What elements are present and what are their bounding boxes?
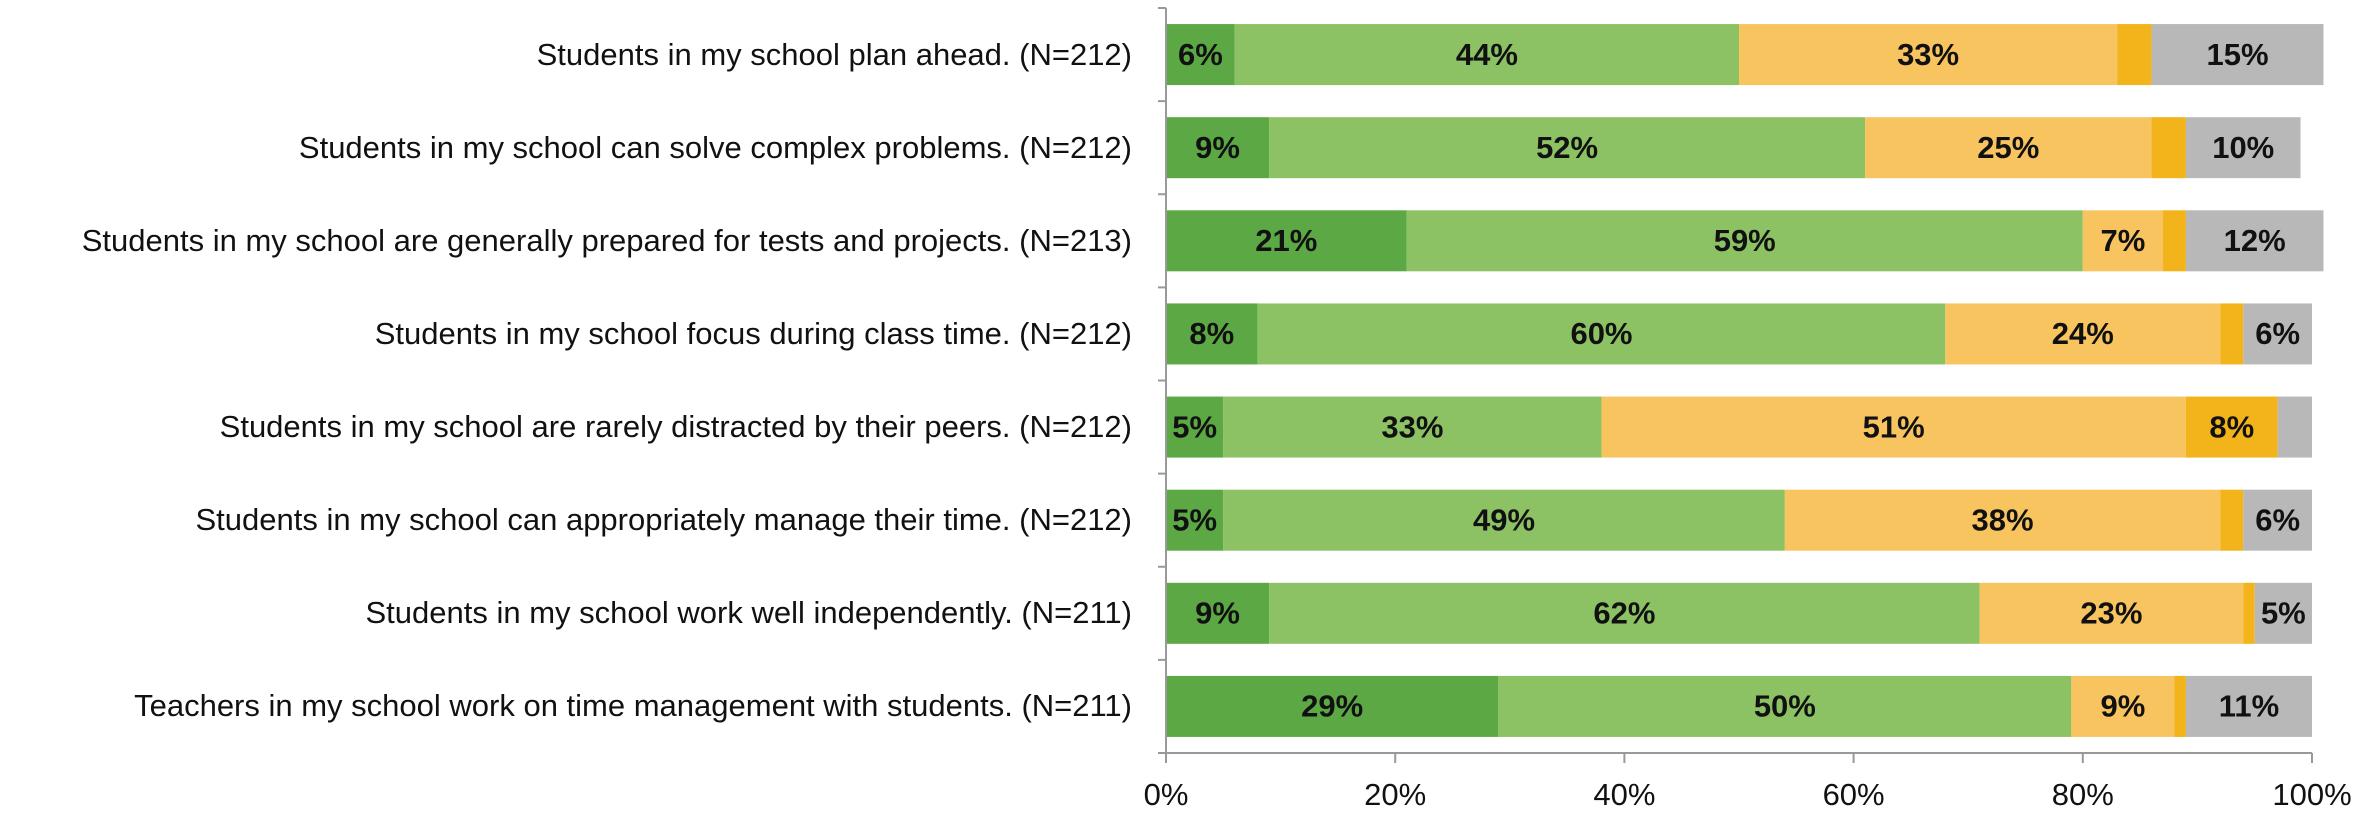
- category-row: Students in my school can solve complex …: [0, 103, 1132, 193]
- bar-segment: [2117, 24, 2152, 86]
- data-label: 5%: [1172, 502, 1217, 537]
- bar-segment: [2185, 396, 2278, 458]
- data-label: 7%: [2101, 223, 2146, 258]
- data-label: 8%: [2209, 409, 2254, 444]
- bar-segment: [1257, 303, 1946, 365]
- data-label: 24%: [2052, 316, 2114, 351]
- category-label: Teachers in my school work on time manag…: [134, 688, 1132, 724]
- data-label: 12%: [2224, 223, 2286, 258]
- data-label: 6%: [2255, 502, 2300, 537]
- bar-segment: [2082, 210, 2164, 272]
- x-tick-label: 40%: [1593, 777, 1655, 812]
- data-label: 52%: [1536, 130, 1598, 165]
- data-label: 33%: [1897, 37, 1959, 72]
- bar-segment: [1269, 582, 1980, 644]
- bar-segment: [1784, 489, 2221, 551]
- bar-segment: [1269, 117, 1866, 179]
- category-row: Students in my school work well independ…: [0, 568, 1133, 658]
- bar-segment: [1166, 675, 1499, 737]
- bar-segment: [1166, 396, 1224, 458]
- data-label: 44%: [1456, 37, 1518, 72]
- data-label: 23%: [2080, 596, 2142, 631]
- category-row: Students in my school are generally prep…: [0, 196, 1132, 286]
- category-row: Students in my school focus during class…: [0, 289, 1132, 379]
- category-row: Students in my school can appropriately …: [0, 475, 1132, 565]
- data-label: 62%: [1593, 596, 1655, 631]
- data-label: 6%: [1178, 37, 1223, 72]
- data-label: 11%: [2219, 689, 2279, 724]
- data-label: 9%: [1195, 596, 1240, 631]
- data-label: 5%: [1172, 409, 1217, 444]
- category-label: Students in my school are generally prep…: [81, 222, 1132, 258]
- bar-segment: [2071, 675, 2175, 737]
- bar-segment: [2254, 582, 2312, 644]
- data-label: 33%: [1381, 409, 1443, 444]
- x-tick-label: 60%: [1823, 777, 1885, 812]
- bar-segment: [2185, 117, 2301, 179]
- bar-segment: [2243, 489, 2312, 551]
- category-label: Students in my school can solve complex …: [298, 129, 1132, 165]
- data-label: 10%: [2212, 130, 2274, 165]
- data-label: 9%: [2101, 689, 2146, 724]
- data-label: 21%: [1255, 223, 1317, 258]
- data-label: 6%: [2255, 316, 2300, 351]
- bar-segment: [2151, 24, 2324, 86]
- bar-segment: [1601, 396, 2186, 458]
- data-label: 15%: [2206, 37, 2268, 72]
- data-label: 49%: [1473, 502, 1535, 537]
- category-row: Teachers in my school work on time manag…: [0, 661, 1132, 751]
- bar-segment: [1166, 303, 1258, 365]
- category-label: Students in my school can appropriately …: [195, 502, 1132, 538]
- category-label: Students in my school are rarely distrac…: [219, 409, 1132, 445]
- bar-segment: [1223, 396, 1602, 458]
- bar-segment: [1223, 489, 1785, 551]
- bar-segment: [2174, 675, 2186, 737]
- bar-segment: [1945, 303, 2221, 365]
- data-label: 50%: [1754, 689, 1816, 724]
- bar-segment: [2220, 303, 2244, 365]
- bar-segment: [1166, 117, 1270, 179]
- data-label: 9%: [1195, 130, 1240, 165]
- x-tick-label: 80%: [2052, 777, 2114, 812]
- bar-segment: [1739, 24, 2118, 86]
- category-label: Students in my school work well independ…: [365, 595, 1133, 631]
- bar-segment: [1234, 24, 1739, 86]
- bar-segment: [2151, 117, 2186, 179]
- bar-segment: [1406, 210, 2083, 272]
- category-row: Students in my school are rarely distrac…: [0, 382, 1132, 472]
- bar-segment: [2185, 210, 2324, 272]
- category-label: Students in my school plan ahead. (N=212…: [536, 36, 1132, 72]
- data-label: 25%: [1977, 130, 2039, 165]
- bar-segment: [2243, 582, 2255, 644]
- data-label: 29%: [1301, 689, 1363, 724]
- bar-segment: [1166, 489, 1224, 551]
- data-label: 59%: [1714, 223, 1776, 258]
- bar-segment: [2220, 489, 2244, 551]
- x-tick-label: 0%: [1144, 777, 1189, 812]
- bar-segment: [2163, 210, 2186, 272]
- data-label: 38%: [1972, 502, 2034, 537]
- bar-segment: [2277, 396, 2312, 458]
- bar-segment: [1166, 210, 1407, 272]
- x-tick-label: 20%: [1364, 777, 1426, 812]
- category-row: Students in my school plan ahead. (N=212…: [0, 10, 1132, 100]
- data-label: 5%: [2261, 596, 2306, 631]
- bar-segment: [1498, 675, 2072, 737]
- bar-segment: [2185, 675, 2312, 737]
- data-label: 60%: [1570, 316, 1632, 351]
- data-label: 51%: [1863, 409, 1925, 444]
- data-label: 8%: [1189, 316, 1234, 351]
- bar-segment: [1865, 117, 2152, 179]
- x-tick-label: 100%: [2272, 777, 2351, 812]
- bar-segment: [1166, 24, 1235, 86]
- category-label: Students in my school focus during class…: [374, 315, 1132, 351]
- bar-segment: [2243, 303, 2312, 365]
- bar-segment: [1166, 582, 1270, 644]
- bar-segment: [1979, 582, 2244, 644]
